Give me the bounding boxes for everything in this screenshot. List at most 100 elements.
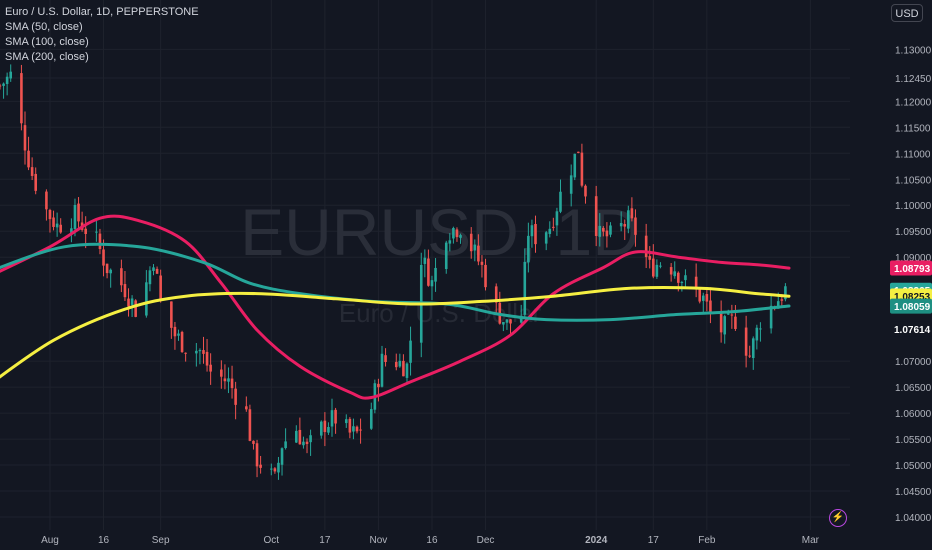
candle-body xyxy=(184,352,187,354)
candle-body xyxy=(198,350,202,352)
candle-body xyxy=(20,73,23,124)
candle-body xyxy=(159,275,162,302)
candle-body xyxy=(559,191,562,212)
candle-body xyxy=(127,298,130,307)
candle-body xyxy=(402,360,405,377)
candle-body xyxy=(105,263,109,274)
x-tick-label: Nov xyxy=(370,535,388,546)
candle-body xyxy=(277,462,280,473)
candle-body xyxy=(530,225,534,237)
candle-body xyxy=(648,256,652,260)
candle-body xyxy=(309,435,312,443)
price-label: 1.08253 xyxy=(894,292,931,303)
candle-body xyxy=(769,305,773,329)
watermark-symbol: EURUSD, 1D xyxy=(240,195,640,269)
legend-sma100[interactable]: SMA (100, close) xyxy=(5,36,89,48)
candle-body xyxy=(580,152,584,186)
price-label-box xyxy=(890,260,932,276)
candle-body xyxy=(348,418,352,433)
y-tick-label: 1.06000 xyxy=(895,409,932,420)
candle-body xyxy=(123,284,127,298)
candle-body xyxy=(630,208,634,219)
y-tick-label: 1.10000 xyxy=(895,201,932,212)
legend-sma200[interactable]: SMA (200, close) xyxy=(5,51,89,63)
candle-body xyxy=(30,167,34,176)
candle-body xyxy=(45,191,48,210)
candle-body xyxy=(652,258,655,277)
candle-body xyxy=(2,83,5,86)
candle-body xyxy=(384,355,387,362)
candle-body xyxy=(609,225,612,235)
candle-body xyxy=(248,409,252,441)
legend: Euro / U.S. Dollar, 1D, PEPPERSTONE SMA … xyxy=(5,5,199,65)
candle-body xyxy=(305,441,309,445)
x-tick-label: Aug xyxy=(41,535,59,546)
candle-body xyxy=(334,409,337,424)
x-tick-label: 2024 xyxy=(585,535,608,546)
candle-body xyxy=(209,364,212,372)
candle-body xyxy=(519,316,523,323)
candle-body xyxy=(452,227,455,239)
y-tick-label: 1.04500 xyxy=(895,487,932,498)
candle-body xyxy=(698,289,702,302)
y-tick-label: 1.06500 xyxy=(895,383,932,394)
y-tick-label: 1.05500 xyxy=(895,435,932,446)
candle-body xyxy=(77,203,80,222)
y-tick-label: 1.04000 xyxy=(895,513,932,524)
candle-body xyxy=(473,244,477,251)
candle-body xyxy=(227,378,230,382)
candle-body xyxy=(394,361,398,368)
candle-body xyxy=(502,321,505,325)
currency-button[interactable]: USD xyxy=(891,4,923,22)
candle-body xyxy=(605,230,609,237)
legend-sma50[interactable]: SMA (50, close) xyxy=(5,21,83,33)
candle-body xyxy=(320,421,323,436)
y-tick-label: 1.05000 xyxy=(895,461,932,472)
candle-body xyxy=(98,233,102,250)
candle-body xyxy=(659,265,662,267)
candle-body xyxy=(552,226,555,228)
candle-body xyxy=(594,196,598,236)
candle-body xyxy=(784,286,787,300)
candle-body xyxy=(270,468,273,470)
legend-title[interactable]: Euro / U.S. Dollar, 1D, PEPPERSTONE xyxy=(5,6,199,18)
candle-body xyxy=(145,282,148,316)
candle-body xyxy=(155,268,159,274)
candle-body xyxy=(130,298,134,305)
candle-body xyxy=(677,272,680,283)
candle-body xyxy=(73,204,77,230)
candle-body xyxy=(152,267,155,271)
candle-body xyxy=(573,153,577,178)
price-label-box xyxy=(890,321,932,337)
x-tick-label: Feb xyxy=(698,535,716,546)
candle-body xyxy=(423,257,427,264)
candle-body xyxy=(234,388,237,405)
candle-body xyxy=(509,319,512,324)
x-tick-label: Dec xyxy=(477,535,495,546)
y-tick-label: 1.13000 xyxy=(895,45,932,56)
candle-body xyxy=(726,313,730,315)
candle-body xyxy=(680,282,684,284)
sma-50-line xyxy=(0,214,791,400)
candle-body xyxy=(459,235,462,238)
candle-body xyxy=(744,327,748,356)
lightning-icon[interactable]: ⚡ xyxy=(829,509,847,527)
candle-body xyxy=(748,355,751,357)
candle-body xyxy=(527,235,530,263)
candle-body xyxy=(205,351,209,366)
candle-body xyxy=(23,125,27,151)
candle-body xyxy=(245,406,248,410)
candle-body xyxy=(494,286,498,303)
candles xyxy=(0,64,787,480)
candle-body xyxy=(5,76,9,84)
candle-body xyxy=(434,267,437,282)
candle-body xyxy=(34,173,37,191)
candle-body xyxy=(380,353,384,387)
time-axis: Aug 16 Sep Oct 17 Nov 16 Dec 2024 17 Feb Mar xyxy=(41,535,820,546)
candle-body xyxy=(84,228,87,234)
price-axis: 1.13000 1.12450 1.12000 1.11500 1.11000 1.105… xyxy=(895,45,932,524)
sma-200-line xyxy=(0,286,791,379)
